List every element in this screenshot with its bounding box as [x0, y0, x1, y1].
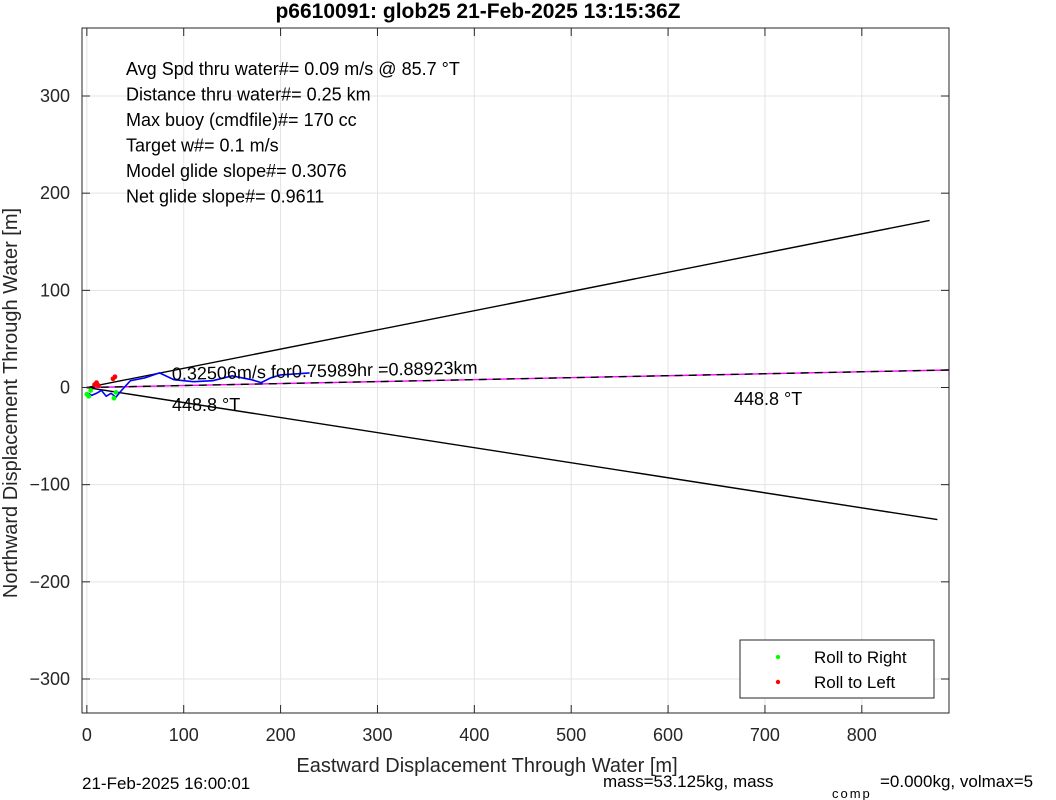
- y-tick-label: 300: [40, 86, 70, 106]
- plot-frame: [81, 27, 950, 714]
- stats-line: Avg Spd thru water#= 0.09 m/s @ 85.7 °T: [126, 59, 460, 79]
- roll-right-point: [88, 388, 94, 393]
- x-tick-label: 200: [266, 725, 296, 745]
- x-tick-label: 400: [459, 725, 489, 745]
- x-tick-label: 800: [847, 725, 877, 745]
- legend-label-roll-left: Roll to Left: [814, 673, 896, 692]
- y-tick-label: 200: [40, 183, 70, 203]
- roll-right-point: [113, 389, 119, 395]
- stats-line: Target w#= 0.1 m/s: [126, 136, 279, 156]
- y-tick-label: 0: [60, 378, 70, 398]
- x-tick-label: 0: [82, 725, 92, 745]
- series-line-cone-lower: [86, 386, 938, 521]
- stats-line: Net glide slope#= 0.9611: [126, 187, 324, 207]
- stats-line: Max buoy (cmdfile)#= 170 cc: [126, 110, 357, 130]
- x-tick-label: 100: [169, 725, 199, 745]
- plot-area: [82, 28, 949, 713]
- y-tick-label: −200: [29, 572, 70, 592]
- legend-label-roll-right: Roll to Right: [814, 648, 907, 667]
- y-tick-label: −300: [29, 669, 70, 689]
- heading-label-far: 448.8 °T: [734, 389, 802, 409]
- roll-right-point: [86, 393, 92, 399]
- legend-marker-roll-left: [775, 679, 781, 685]
- y-tick-label: −100: [29, 475, 70, 495]
- footer-timestamp: 21-Feb-2025 16:00:01: [82, 774, 250, 793]
- x-tick-label: 500: [556, 725, 586, 745]
- x-tick-label: 700: [750, 725, 780, 745]
- footer-mass-main: mass=53.125kg, mass: [603, 772, 774, 791]
- series-line-track: [86, 372, 310, 399]
- stats-line: Distance thru water#= 0.25 km: [126, 85, 371, 105]
- y-axis-label: Northward Displacement Through Water [m]: [0, 208, 22, 598]
- series-line-cone-upper: [86, 219, 930, 389]
- roll-left-point: [96, 383, 101, 388]
- legend-box: [739, 639, 935, 699]
- x-axis-label: Eastward Displacement Through Water [m]: [296, 755, 677, 777]
- stats-text-block: Avg Spd thru water#= 0.09 m/s @ 85.7 °T D…: [126, 59, 460, 207]
- series-layer: [84, 219, 950, 521]
- footer-mass-tail: =0.000kg, volmax=5: [880, 772, 1033, 791]
- x-tick-label: 300: [362, 725, 392, 745]
- chart-title: p6610091: glob25 21-Feb-2025 13:15:36Z: [275, 0, 680, 23]
- series-line-mean-heading-dashed: [86, 369, 950, 389]
- heading-label-near: 448.8 °T: [172, 395, 240, 415]
- roll-right-point: [111, 395, 117, 401]
- x-tick-label: 600: [653, 725, 683, 745]
- stats-line: Model glide slope#= 0.3076: [126, 161, 347, 181]
- footer-mass-sub: comp: [832, 786, 872, 800]
- ticks: 0 100 200 300 400 500 600 700 800 −300 −200 −100 0 10…: [29, 28, 949, 745]
- legend: Roll to Right Roll to Left: [739, 639, 935, 699]
- y-tick-label: 100: [40, 280, 70, 300]
- roll-left-point: [112, 374, 118, 380]
- legend-marker-roll-right: [775, 654, 781, 660]
